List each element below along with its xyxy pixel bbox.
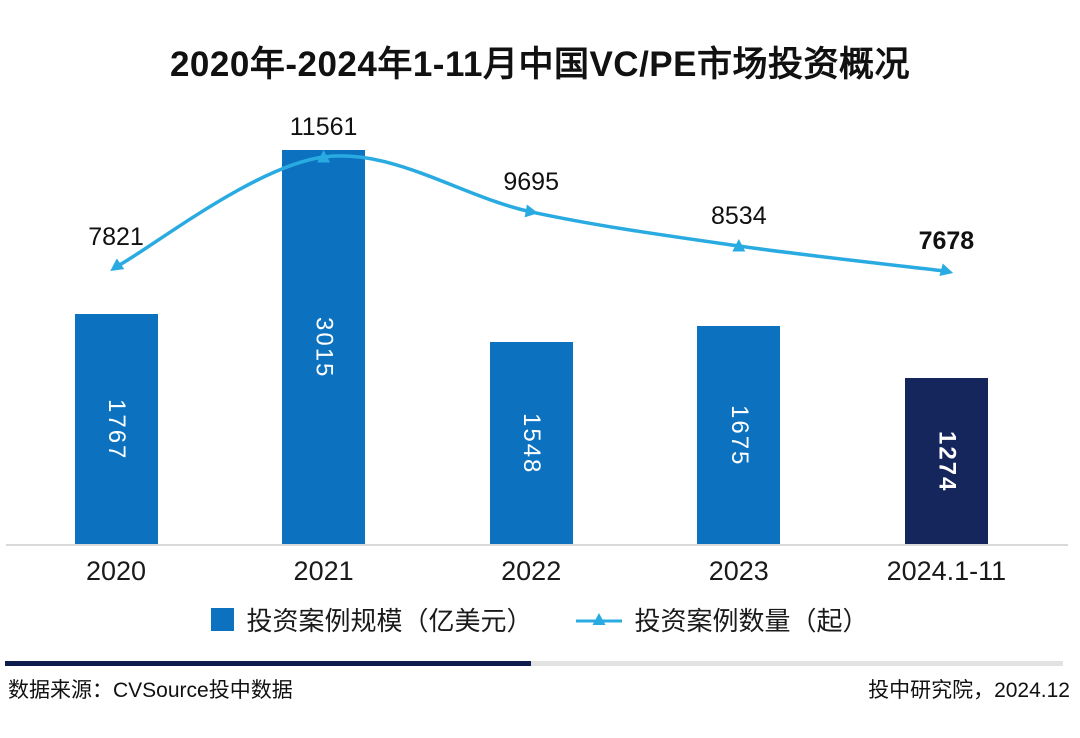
bar-value-label: 1767	[103, 398, 130, 461]
bar-value-label: 3015	[310, 316, 338, 379]
line-point-marker-icon	[110, 258, 125, 272]
line-value-label: 9695	[503, 167, 559, 196]
x-axis: 2020 2021 2022 2023 2024.1-11	[0, 556, 1080, 590]
line-value-label: 7821	[88, 223, 144, 251]
bar-2021: 3015	[282, 150, 366, 545]
chart-title: 2020年-2024年1-11月中国VC/PE市场投资概况	[169, 45, 911, 84]
bar-value-label: 1274	[933, 430, 961, 493]
data-source-text: 数据来源：CVSource投中数据	[8, 679, 293, 702]
bar-2020: 1767	[74, 314, 158, 545]
x-axis-line	[6, 544, 1068, 546]
legend-item-line-series: 投资案例数量（起）	[575, 601, 869, 638]
bar-value-label: 1675	[725, 404, 753, 467]
line-value-label: 7678	[918, 227, 975, 256]
footer-divider-gray	[530, 661, 1063, 666]
x-axis-label-2022: 2022	[501, 556, 562, 586]
footer: 数据来源：CVSource投中数据 投中研究院，2024.12	[0, 674, 1080, 704]
bar-2022: 1548	[489, 342, 573, 545]
legend-label-line-series: 投资案例数量（起）	[634, 606, 869, 636]
publisher-text: 投中研究院，2024.12	[868, 679, 1070, 702]
x-axis-label-2024.1-11: 2024.1-11	[886, 556, 1007, 586]
x-axis-label-2021: 2021	[293, 556, 354, 586]
line-point-marker-icon	[732, 239, 746, 252]
footer-divider-accent	[5, 661, 531, 666]
bar-2023: 1675	[697, 326, 781, 545]
plot-area: 1767 3015 1548 1675 1274 7821 11561 9695 8534 767…	[74, 113, 988, 545]
line-value-label: 8534	[710, 202, 767, 230]
legend-item-bar-series: 投资案例规模（亿美元）	[211, 601, 533, 638]
bar-series-swatch-icon	[211, 608, 235, 631]
x-axis-label-2023: 2023	[708, 556, 769, 586]
legend-label-bar-series: 投资案例规模（亿美元）	[246, 606, 533, 636]
line-value-label: 11561	[289, 113, 358, 141]
line-point-marker-icon	[939, 263, 954, 277]
bar-2024.1-11: 1274	[904, 378, 988, 545]
footer-divider	[5, 661, 1063, 666]
line-point-marker-icon	[524, 204, 539, 218]
legend: 投资案例规模（亿美元） 投资案例数量（起）	[0, 601, 1080, 638]
x-axis-label-2020: 2020	[85, 556, 147, 586]
bar-value-label: 1548	[518, 412, 546, 475]
line-series-swatch-icon	[575, 610, 623, 630]
